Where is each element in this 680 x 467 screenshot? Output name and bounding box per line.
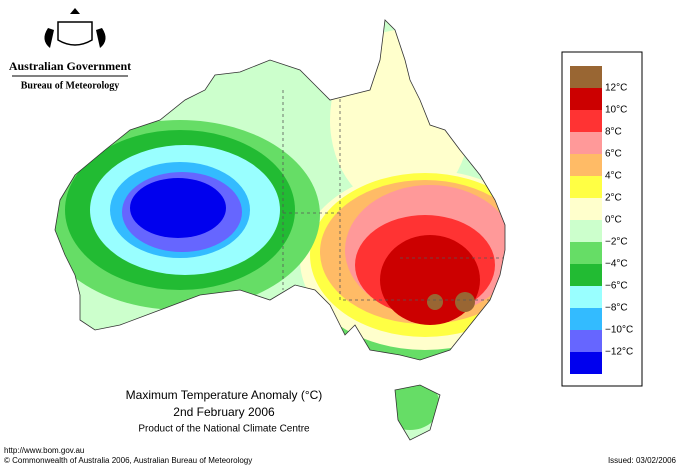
legend-label: −4°C: [605, 259, 628, 270]
map-date: 2nd February 2006: [173, 405, 275, 419]
legend-swatch: [570, 132, 602, 154]
legend-swatch: [570, 176, 602, 198]
legend-swatch: [570, 330, 602, 352]
legend-label: −2°C: [605, 237, 628, 248]
legend-label: −6°C: [605, 281, 628, 292]
legend-label: −12°C: [605, 347, 633, 358]
legend-swatch: [570, 308, 602, 330]
legend-swatch: [570, 286, 602, 308]
legend-swatch: [570, 352, 602, 374]
legend-swatch: [570, 66, 602, 88]
legend-swatch: [570, 242, 602, 264]
legend-label: 10°C: [605, 105, 627, 116]
footer-issued: Issued: 03/02/2006: [608, 456, 677, 465]
legend-label: 4°C: [605, 171, 622, 182]
legend-swatch: [570, 220, 602, 242]
legend-label: 6°C: [605, 149, 622, 160]
legend-swatch: [570, 110, 602, 132]
legend-swatch: [570, 154, 602, 176]
legend-swatch: [570, 198, 602, 220]
legend: 12°C 10°C 8°C 6°C 4°C 2°C 0°C −2°C −4°C −6°C −8°C −…: [561, 51, 643, 387]
map-title: Maximum Temperature Anomaly (°C): [126, 388, 323, 402]
footer-url: http://www.bom.gov.au: [4, 446, 84, 455]
agency-name: Bureau of Meteorology: [21, 80, 120, 91]
government-name: Australian Government: [9, 59, 131, 73]
legend-label: −10°C: [605, 325, 633, 336]
logo: Australian Government Bureau of Meteorol…: [9, 8, 131, 91]
map-product: Product of the National Climate Centre: [138, 424, 310, 435]
legend-label: −8°C: [605, 303, 628, 314]
legend-swatch: [570, 264, 602, 286]
legend-label: 8°C: [605, 127, 622, 138]
legend-label: 2°C: [605, 193, 622, 204]
legend-label: 0°C: [605, 215, 622, 226]
footer-copyright: © Commonwealth of Australia 2006, Austra…: [4, 456, 252, 465]
legend-swatch: [570, 88, 602, 110]
legend-label: 12°C: [605, 83, 627, 94]
coastline: [54, 19, 506, 441]
